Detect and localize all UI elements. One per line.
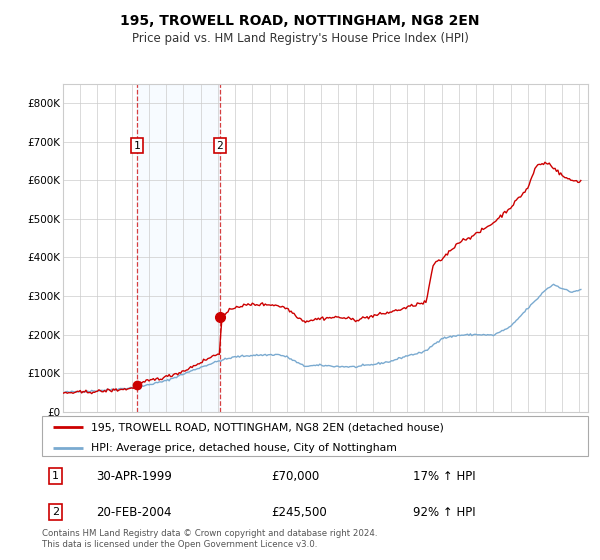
Text: 30-APR-1999: 30-APR-1999 <box>97 470 172 483</box>
Text: 92% ↑ HPI: 92% ↑ HPI <box>413 506 476 519</box>
Text: 195, TROWELL ROAD, NOTTINGHAM, NG8 2EN (detached house): 195, TROWELL ROAD, NOTTINGHAM, NG8 2EN (… <box>91 422 444 432</box>
Text: 20-FEB-2004: 20-FEB-2004 <box>97 506 172 519</box>
Text: Contains HM Land Registry data © Crown copyright and database right 2024.
This d: Contains HM Land Registry data © Crown c… <box>42 529 377 549</box>
Text: 1: 1 <box>133 141 140 151</box>
Text: Price paid vs. HM Land Registry's House Price Index (HPI): Price paid vs. HM Land Registry's House … <box>131 32 469 45</box>
Text: 195, TROWELL ROAD, NOTTINGHAM, NG8 2EN: 195, TROWELL ROAD, NOTTINGHAM, NG8 2EN <box>120 14 480 28</box>
Bar <box>137 84 220 412</box>
Text: £70,000: £70,000 <box>271 470 320 483</box>
Text: 17% ↑ HPI: 17% ↑ HPI <box>413 470 476 483</box>
Text: HPI: Average price, detached house, City of Nottingham: HPI: Average price, detached house, City… <box>91 442 397 452</box>
Text: £245,500: £245,500 <box>271 506 327 519</box>
Text: 1: 1 <box>52 471 59 481</box>
Text: 2: 2 <box>217 141 223 151</box>
Text: 2: 2 <box>52 507 59 517</box>
